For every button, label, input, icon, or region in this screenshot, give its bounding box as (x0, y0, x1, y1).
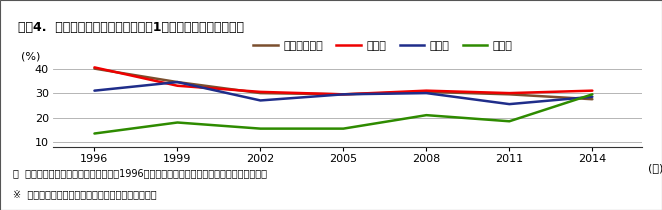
Text: (%): (%) (21, 52, 40, 62)
Text: ※  「受療行動調査」（厚生労働省）より、筆者作成: ※ 「受療行動調査」（厚生労働省）より、筆者作成 (13, 189, 157, 199)
Text: (年): (年) (648, 163, 662, 173)
Text: 図表4.  外来患者のうち、待ち時間が1時間以上に及ぶ人の割合: 図表4. 外来患者のうち、待ち時間が1時間以上に及ぶ人の割合 (18, 21, 244, 34)
Legend: 特定機能病院, 大病院, 中病院, 小病院: 特定機能病院, 大病院, 中病院, 小病院 (249, 36, 517, 55)
Text: ＊  不詳、無回答は除いて計算。なお、1996年は特定機能病院を大病院と同一視している。: ＊ 不詳、無回答は除いて計算。なお、1996年は特定機能病院を大病院と同一視して… (13, 168, 267, 178)
